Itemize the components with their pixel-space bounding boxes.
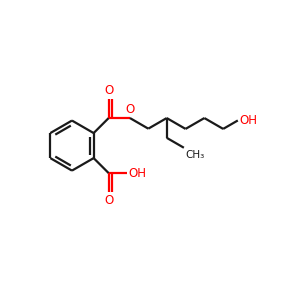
Text: CH₃: CH₃ [186, 149, 205, 160]
Text: O: O [104, 194, 113, 207]
Text: O: O [104, 84, 113, 97]
Text: OH: OH [129, 167, 147, 180]
Text: O: O [125, 103, 134, 116]
Text: OH: OH [240, 114, 258, 127]
